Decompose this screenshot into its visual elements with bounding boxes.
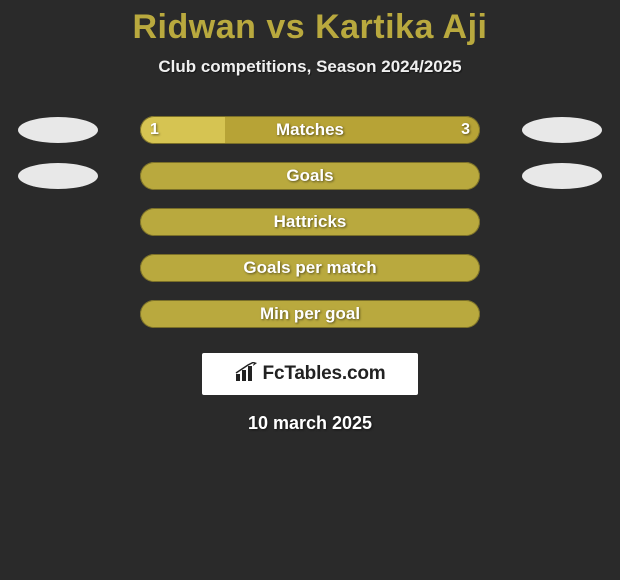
- page-root: Ridwan vs Kartika Aji Club competitions,…: [0, 0, 620, 580]
- bars-icon: [235, 362, 259, 387]
- bar-border: [140, 116, 480, 144]
- bar-track: Min per goal: [140, 300, 480, 328]
- bar-border: [140, 300, 480, 328]
- chart-row: Goals: [0, 153, 620, 199]
- bar-border: [140, 162, 480, 190]
- bar-track: Goals per match: [140, 254, 480, 282]
- watermark-text: FcTables.com: [263, 363, 386, 385]
- bar-track: 1 Matches 3: [140, 116, 480, 144]
- chart-row: Min per goal: [0, 291, 620, 337]
- player-pill-right: [522, 117, 602, 143]
- player-pill-left: [18, 117, 98, 143]
- comparison-chart: 1 Matches 3 Goals: [0, 107, 620, 337]
- player-pill-right: [522, 163, 602, 189]
- chart-row: 1 Matches 3: [0, 107, 620, 153]
- bar-border: [140, 208, 480, 236]
- watermark-inner: FcTables.com: [235, 362, 386, 387]
- chart-row: Goals per match: [0, 245, 620, 291]
- page-subtitle: Club competitions, Season 2024/2025: [0, 57, 620, 77]
- bar-track: Hattricks: [140, 208, 480, 236]
- date-line: 10 march 2025: [0, 413, 620, 434]
- bar-border: [140, 254, 480, 282]
- bar-track: Goals: [140, 162, 480, 190]
- watermark-box: FcTables.com: [202, 353, 418, 395]
- player-pill-left: [18, 163, 98, 189]
- page-title: Ridwan vs Kartika Aji: [0, 0, 620, 47]
- chart-row: Hattricks: [0, 199, 620, 245]
